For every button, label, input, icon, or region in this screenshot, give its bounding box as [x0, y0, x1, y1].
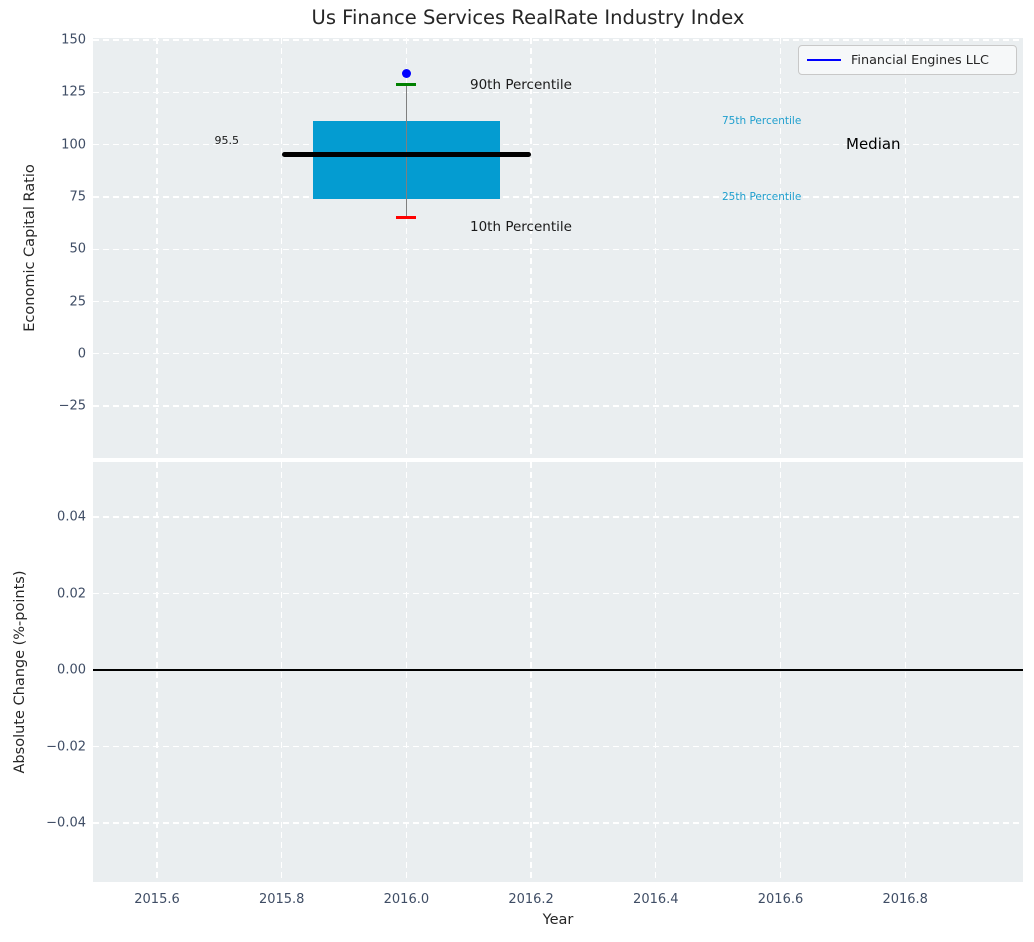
gridline-horizontal	[93, 593, 1023, 594]
x-tick-label: 2015.6	[134, 892, 180, 907]
top-plot-area: 90th Percentile 10th Percentile 75th Per…	[93, 38, 1023, 458]
zero-line	[93, 669, 1023, 671]
y-tick-label: 125	[16, 85, 86, 100]
top-y-axis-label: Economic Capital Ratio	[22, 164, 38, 331]
gridline-vertical	[406, 462, 407, 882]
gridline-vertical	[156, 462, 157, 882]
x-axis-label: Year	[543, 912, 574, 928]
legend-line-swatch	[807, 59, 841, 62]
legend-label: Financial Engines LLC	[851, 53, 989, 68]
annotation-75th-percentile: 75th Percentile	[722, 115, 801, 127]
p90-cap	[396, 83, 416, 86]
x-tick-label: 2016.8	[882, 892, 928, 907]
x-tick-label: 2016.0	[384, 892, 430, 907]
company-point-marker	[402, 69, 411, 78]
gridline-horizontal	[93, 405, 1023, 406]
gridline-vertical	[530, 462, 531, 882]
bottom-plot-area	[93, 462, 1023, 882]
x-tick-label: 2015.8	[259, 892, 305, 907]
gridline-horizontal	[93, 39, 1023, 40]
y-tick-label: −0.04	[16, 816, 86, 831]
gridline-horizontal	[93, 249, 1023, 250]
annotation-median-value: 95.5	[193, 134, 239, 147]
annotation-10th-percentile: 10th Percentile	[470, 219, 572, 235]
y-tick-label: 0	[16, 346, 86, 361]
annotation-90th-percentile: 90th Percentile	[470, 77, 572, 93]
annotation-25th-percentile: 25th Percentile	[722, 191, 801, 203]
gridline-vertical	[655, 462, 656, 882]
x-tick-label: 2016.2	[508, 892, 554, 907]
chart-title: Us Finance Services RealRate Industry In…	[312, 6, 745, 29]
annotation-median: Median	[846, 135, 901, 153]
gridline-vertical	[905, 462, 906, 882]
gridline-horizontal	[93, 353, 1023, 354]
y-tick-label: −25	[16, 399, 86, 414]
x-tick-label: 2016.4	[633, 892, 679, 907]
gridline-vertical	[780, 462, 781, 882]
gridline-horizontal	[93, 746, 1023, 747]
figure: Us Finance Services RealRate Industry In…	[0, 0, 1034, 942]
y-tick-label: 100	[16, 137, 86, 152]
gridline-horizontal	[93, 301, 1023, 302]
x-tick-label: 2016.6	[758, 892, 804, 907]
legend: Financial Engines LLC	[798, 45, 1017, 75]
gridline-horizontal	[93, 516, 1023, 517]
p10-cap	[396, 216, 416, 219]
gridline-horizontal	[93, 196, 1023, 197]
bottom-y-axis-label: Absolute Change (%-points)	[12, 571, 28, 774]
median-line	[282, 152, 531, 157]
y-tick-label: 0.04	[16, 510, 86, 525]
gridline-horizontal	[93, 822, 1023, 823]
gridline-vertical	[281, 462, 282, 882]
y-tick-label: 150	[16, 33, 86, 48]
